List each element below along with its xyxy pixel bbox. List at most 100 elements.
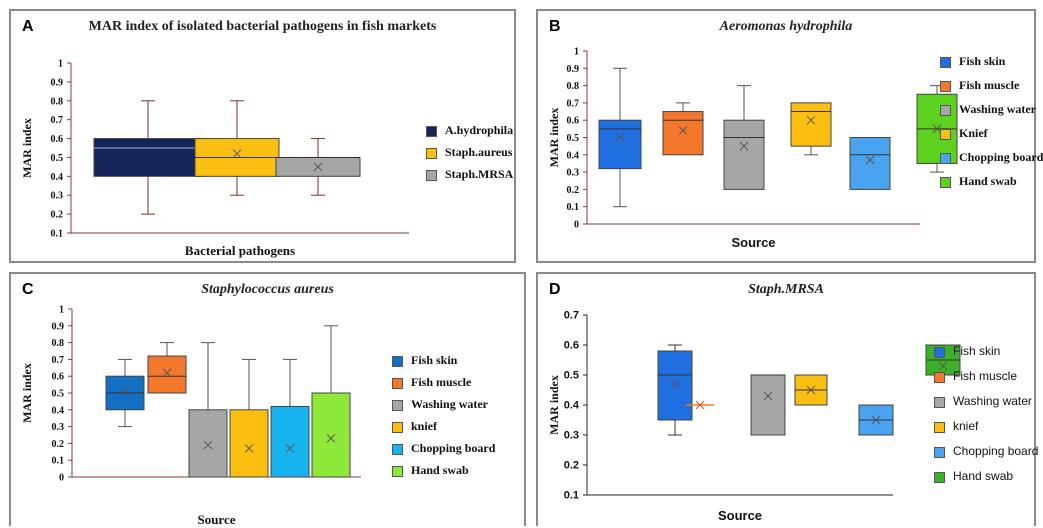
- legend-swatch: [934, 472, 945, 483]
- mean-marker: [932, 124, 942, 134]
- panel-d: D Staph.MRSA 0.1 0.2 0.3 0.4 0.5 0.6 0.7 MAR in…: [536, 272, 1039, 526]
- panel-letter: D: [549, 281, 561, 298]
- y-tick-label: 0.8: [567, 81, 580, 92]
- mean-marker: [806, 385, 816, 395]
- box-hand-swab: [311, 392, 351, 478]
- y-tick-label: 0.2: [564, 460, 579, 472]
- box-a-hydrophila: [93, 138, 203, 177]
- legend-swatch: [940, 177, 951, 188]
- box-washing-water: [723, 119, 765, 190]
- legend-swatch: [392, 466, 403, 477]
- legend-swatch: [392, 422, 403, 433]
- x-axis-label: Bacterial pathogens: [185, 243, 295, 258]
- panel-letter: B: [549, 18, 561, 35]
- legend-swatch: [426, 126, 437, 137]
- mean-marker: [313, 162, 323, 172]
- y-tick-label: 0.2: [51, 210, 64, 221]
- y-tick-label: 0.6: [564, 340, 579, 352]
- legend-label: Washing water: [953, 394, 1032, 408]
- mean-marker: [162, 368, 172, 378]
- y-tick-label: 0.4: [567, 150, 580, 161]
- mean-marker: [232, 149, 242, 159]
- legend-swatch: [392, 400, 403, 411]
- legend-swatch: [392, 356, 403, 367]
- y-axis-label: MAR index: [20, 363, 34, 423]
- legend-swatch: [934, 347, 945, 358]
- y-tick-label: 0.9: [567, 64, 580, 75]
- legend-label: Hand swab: [959, 174, 1017, 188]
- mean-marker: [938, 361, 948, 371]
- y-tick-label: 0.1: [51, 229, 64, 240]
- legend-label: Fish skin: [959, 54, 1006, 68]
- y-tick-label: 0.5: [564, 370, 579, 382]
- y-tick-label: 0.1: [567, 202, 580, 213]
- legend-label: Hand swab: [411, 463, 469, 477]
- y-tick-label: 1: [59, 305, 64, 316]
- mean-marker: [806, 115, 816, 125]
- legend-label: Staph.aureus: [445, 145, 513, 159]
- y-tick-label: 0.5: [51, 153, 64, 164]
- legend-label: A.hydrophila: [445, 123, 514, 137]
- y-tick-label: 0.9: [51, 77, 64, 88]
- legend-label: Fish muscle: [959, 78, 1020, 92]
- x-axis-label: Source: [718, 508, 762, 523]
- legend-label: Knief: [959, 126, 988, 140]
- legend-swatch: [392, 444, 403, 455]
- mean-marker: [871, 415, 881, 425]
- mean-marker: [695, 400, 705, 410]
- legend-label: Washing water: [959, 102, 1037, 116]
- legend-label: knief: [411, 419, 438, 433]
- y-tick-label: 0.2: [567, 185, 580, 196]
- legend-swatch: [934, 397, 945, 408]
- box-fish-skin: [598, 119, 642, 170]
- y-tick-label: 0.4: [564, 400, 580, 412]
- y-tick-label: 0.1: [564, 490, 579, 502]
- chart-title: Staph.MRSA: [748, 282, 824, 297]
- legend-label: Fish skin: [953, 344, 1001, 358]
- panel-letter: C: [22, 281, 34, 298]
- legend-swatch: [934, 422, 945, 433]
- y-tick-label: 0.7: [567, 98, 580, 109]
- y-tick-label: 1: [58, 59, 63, 70]
- x-axis-label: Source: [197, 512, 235, 527]
- box-knief: [229, 409, 269, 478]
- chart-svg: 0.1 0.2 0.3 0.4 0.5 0.6 0.7 MAR index Source: [547, 310, 961, 523]
- mean-marker: [120, 386, 130, 396]
- legend-label: Chopping board: [959, 150, 1043, 164]
- y-tick-label: 0.7: [51, 115, 64, 126]
- panel-b: B Aeromonas hydrophila 0 0.1 0.2 0.3 0.4 0.5 0…: [536, 9, 1043, 263]
- y-tick-label: 0.2: [52, 439, 65, 450]
- y-tick-label: 0.8: [51, 96, 64, 107]
- box-chopping-board: [270, 405, 310, 478]
- y-tick-label: 0.3: [567, 168, 580, 179]
- y-tick-label: 0.6: [51, 134, 64, 145]
- y-tick-label: 0.5: [567, 133, 580, 144]
- box-washing-water: [188, 409, 228, 478]
- legend-label: Chopping board: [953, 444, 1039, 458]
- y-tick-label: 0.4: [52, 405, 65, 416]
- legend-swatch: [392, 378, 403, 389]
- box-fish-muscle: [147, 355, 187, 394]
- box-washing-water: [750, 374, 786, 436]
- y-tick-label: 0.8: [52, 338, 65, 349]
- legend-swatch: [934, 447, 945, 458]
- y-tick-label: 0.7: [52, 355, 65, 366]
- legend-label: Staph.MRSA: [445, 167, 514, 181]
- chart-title: Aeromonas hydrophila: [719, 19, 853, 34]
- mean-marker: [285, 444, 295, 453]
- y-tick-label: 0.1: [52, 456, 65, 467]
- y-tick-label: 0: [574, 220, 579, 231]
- legend-swatch: [940, 105, 951, 116]
- y-axis-label: MAR index: [20, 118, 34, 178]
- y-tick-label: 1: [574, 47, 579, 58]
- chart-title: MAR index of isolated bacterial pathogen…: [88, 19, 437, 34]
- y-tick-label: 0.9: [52, 321, 65, 332]
- legend-swatch: [940, 129, 951, 140]
- legend-label: Fish muscle: [953, 369, 1018, 383]
- y-tick-label: 0.6: [52, 372, 65, 383]
- legend-swatch: [934, 372, 945, 383]
- legend-swatch: [940, 81, 951, 92]
- chart-svg: 0 0.1 0.2 0.3 0.4 0.5 0.6 0.7 0.8 0.9 1 MAR index So…: [20, 305, 361, 527]
- legend-swatch: [426, 148, 437, 159]
- legend-label: Hand swab: [953, 469, 1014, 483]
